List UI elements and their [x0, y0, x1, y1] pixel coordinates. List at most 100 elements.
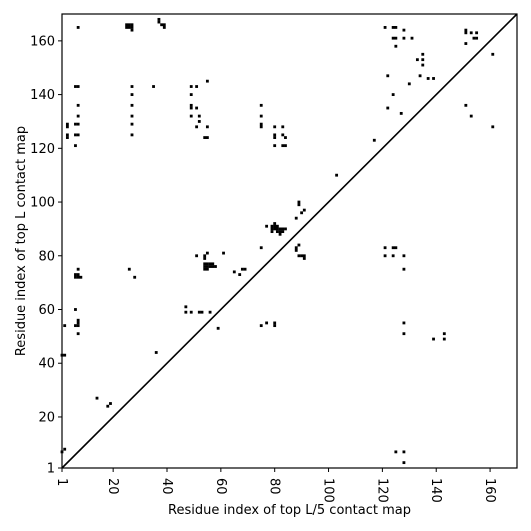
contact-point	[195, 85, 199, 88]
contact-point	[391, 36, 395, 40]
x-tick-label: 160	[482, 478, 497, 503]
contact-point	[402, 267, 406, 271]
contact-point	[402, 28, 406, 32]
contact-point	[284, 227, 287, 231]
x-tick-label: 20	[105, 478, 120, 495]
diagonal-line	[61, 13, 518, 469]
contact-point	[222, 251, 225, 255]
contact-point	[394, 450, 398, 454]
contact-point	[469, 31, 473, 35]
contact-point	[259, 114, 263, 118]
contact-point	[106, 404, 110, 408]
contact-point	[76, 103, 80, 107]
contact-point	[402, 321, 406, 325]
contact-point	[65, 133, 69, 137]
contact-point	[469, 114, 473, 118]
contact-point	[152, 85, 155, 88]
contact-point	[238, 273, 242, 276]
contact-point	[294, 248, 298, 252]
y-tick-label: 60	[38, 303, 55, 318]
contact-point	[95, 396, 99, 400]
contact-point	[259, 125, 263, 129]
contact-point	[240, 267, 244, 271]
contact-point	[281, 227, 285, 231]
contact-point	[160, 23, 164, 27]
contact-point	[76, 324, 80, 328]
contact-point	[402, 36, 406, 40]
contact-point	[203, 267, 207, 271]
contact-point	[208, 310, 212, 314]
contact-point	[426, 77, 430, 80]
contact-point	[130, 133, 134, 137]
contact-point	[205, 125, 209, 129]
contact-point	[130, 23, 134, 27]
contact-point	[297, 200, 301, 204]
contact-point	[278, 232, 282, 236]
contact-point	[197, 114, 201, 118]
contact-point	[74, 308, 77, 311]
contact-point	[442, 332, 446, 336]
x-tick-label: 60	[213, 478, 228, 495]
y-tick-label: 20	[38, 410, 55, 425]
contact-point	[491, 125, 495, 129]
contact-point	[386, 106, 390, 110]
contact-point	[65, 136, 69, 139]
contact-point	[184, 310, 188, 314]
contact-point	[189, 103, 193, 107]
contact-point	[74, 133, 77, 137]
contact-point	[205, 79, 209, 83]
contact-point	[76, 133, 80, 137]
y-tick-label: 40	[38, 357, 55, 372]
contact-point	[259, 324, 263, 328]
contact-point	[76, 273, 80, 276]
y-tick-label: 120	[30, 142, 55, 157]
contact-point	[270, 230, 274, 234]
x-tick-label: 100	[321, 478, 336, 503]
contact-point	[464, 103, 468, 107]
contact-point	[372, 138, 376, 142]
contact-point	[383, 254, 387, 258]
contact-point	[421, 63, 425, 67]
contact-point	[200, 310, 204, 314]
contact-point	[195, 125, 199, 129]
contact-point	[421, 58, 425, 62]
contact-point	[74, 273, 77, 276]
y-tick-label: 140	[30, 88, 55, 103]
contact-point	[402, 254, 406, 258]
contact-point	[211, 265, 215, 268]
contact-point	[284, 144, 287, 148]
contact-point	[205, 262, 209, 266]
contact-point	[76, 267, 80, 271]
x-tick-label: 40	[159, 478, 174, 495]
contact-point	[195, 106, 199, 110]
contact-point	[259, 122, 263, 126]
contact-point	[391, 254, 395, 258]
contact-point	[491, 52, 495, 56]
contact-point	[184, 305, 188, 309]
contact-point	[205, 251, 209, 255]
contact-point	[130, 114, 134, 118]
contact-point	[208, 265, 212, 268]
y-tick-label: 80	[38, 249, 55, 264]
contact-point	[74, 122, 77, 126]
contact-point	[273, 227, 277, 231]
contact-point	[133, 275, 137, 279]
contact-point	[205, 267, 209, 271]
y-tick-label: 100	[30, 196, 55, 211]
contact-point	[63, 447, 67, 451]
contact-point	[278, 230, 282, 234]
contact-point	[302, 254, 306, 258]
contact-point	[281, 230, 285, 234]
contact-point	[76, 275, 80, 279]
contact-point	[407, 82, 411, 86]
x-tick-label: 120	[374, 478, 389, 503]
contact-point	[383, 246, 387, 250]
contact-point	[74, 275, 77, 279]
contact-point	[391, 246, 395, 250]
y-tick-label: 1	[47, 462, 55, 477]
contact-point	[211, 262, 215, 266]
contact-point	[208, 262, 212, 266]
contact-point	[197, 310, 201, 314]
contact-point	[475, 31, 479, 35]
